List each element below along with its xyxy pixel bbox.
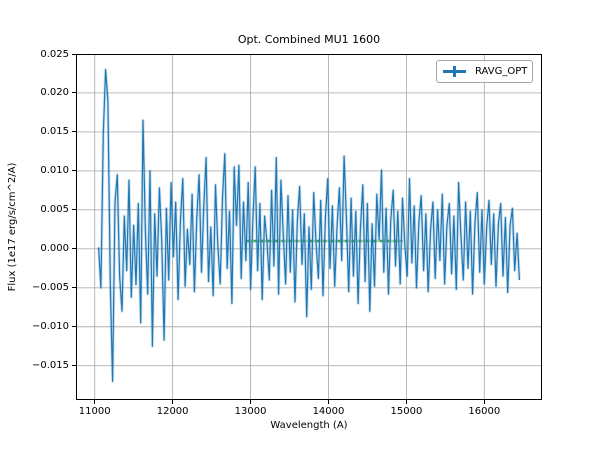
y-tick-mark bbox=[72, 92, 76, 94]
y-tick-mark bbox=[72, 287, 76, 289]
x-tick-label: 11000 bbox=[78, 406, 111, 417]
plot-area bbox=[76, 53, 542, 400]
x-tick-mark bbox=[172, 400, 174, 404]
x-tick-label: 16000 bbox=[468, 406, 501, 417]
y-tick-label: 0.000 bbox=[40, 243, 69, 255]
y-tick-label: −0.010 bbox=[31, 321, 69, 333]
errorbar-marker-icon bbox=[443, 65, 466, 78]
y-tick-mark bbox=[72, 170, 76, 172]
y-axis-label: Flux (1e17 erg/s/cm^2/A) bbox=[7, 162, 18, 292]
spectrum-errorbar-haze bbox=[97, 68, 521, 383]
y-tick-label: 0.020 bbox=[40, 87, 69, 99]
y-tick-label: 0.005 bbox=[40, 204, 69, 216]
x-tick-label: 13000 bbox=[234, 406, 267, 417]
x-tick-mark bbox=[405, 400, 407, 404]
y-tick-label: 0.010 bbox=[40, 165, 69, 177]
x-tick-mark bbox=[250, 400, 252, 404]
x-tick-label: 15000 bbox=[390, 406, 423, 417]
x-tick-label: 12000 bbox=[156, 406, 189, 417]
y-tick-mark bbox=[72, 209, 76, 211]
legend: RAVG_OPT bbox=[436, 60, 533, 83]
x-tick-mark bbox=[327, 400, 329, 404]
y-tick-mark bbox=[72, 131, 76, 133]
y-tick-mark bbox=[72, 53, 76, 55]
y-tick-label: −0.005 bbox=[31, 282, 69, 294]
chart-title: Opt. Combined MU1 1600 bbox=[237, 33, 381, 46]
y-tick-mark bbox=[72, 365, 76, 367]
spectrum-line bbox=[98, 69, 520, 382]
x-axis-label: Wavelength (A) bbox=[270, 420, 348, 431]
axes-spines bbox=[76, 54, 542, 400]
y-tick-mark bbox=[72, 326, 76, 328]
y-tick-label: 0.025 bbox=[40, 48, 69, 60]
chart-canvas bbox=[76, 53, 542, 400]
y-tick-label: −0.015 bbox=[31, 360, 69, 372]
legend-label: RAVG_OPT bbox=[475, 66, 528, 77]
y-tick-label: 0.015 bbox=[40, 126, 69, 138]
x-tick-mark bbox=[94, 400, 96, 404]
x-tick-label: 14000 bbox=[312, 406, 345, 417]
y-tick-mark bbox=[72, 248, 76, 250]
x-tick-mark bbox=[483, 400, 485, 404]
